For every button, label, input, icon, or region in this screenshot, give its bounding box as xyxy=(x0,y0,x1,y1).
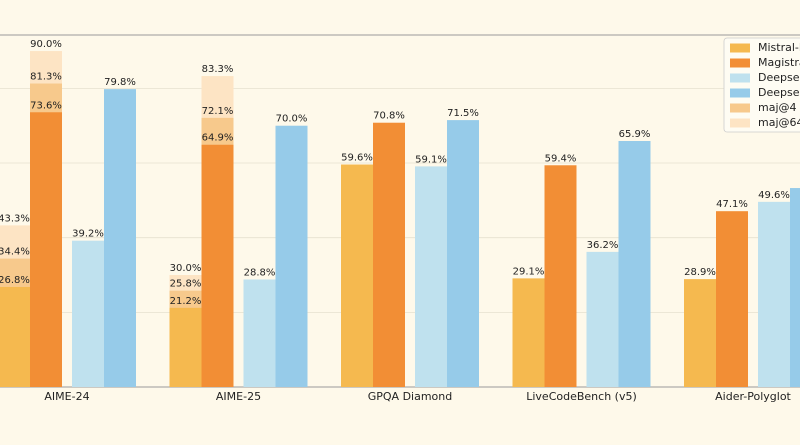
bar xyxy=(684,279,716,387)
bar xyxy=(201,144,234,387)
value-label: 39.2% xyxy=(72,229,104,240)
maj-label: 90.0% xyxy=(30,39,62,50)
value-label: 64.9% xyxy=(202,133,234,144)
legend-swatch xyxy=(730,103,750,113)
legend-label: Deepsee xyxy=(758,86,800,99)
value-label: 70.8% xyxy=(373,111,405,122)
bar xyxy=(243,279,276,387)
legend: Mistral-M Magistra Deepsee Deepsee maj@4 maj@… xyxy=(723,37,800,133)
value-label: 59.1% xyxy=(415,154,447,165)
legend-swatch xyxy=(730,88,750,98)
bar xyxy=(790,188,800,387)
bar xyxy=(72,240,104,387)
maj-label: 34.4% xyxy=(0,247,30,258)
maj-label: 30.0% xyxy=(170,263,202,274)
maj-label: 83.3% xyxy=(202,64,234,75)
value-label: 28.8% xyxy=(244,267,276,278)
legend-swatch xyxy=(730,118,750,128)
legend-label: Mistral-M xyxy=(758,41,800,54)
bar xyxy=(0,286,30,387)
bar xyxy=(586,251,619,387)
value-label: 26.8% xyxy=(0,275,30,286)
legend-label: maj@64 xyxy=(758,116,800,129)
value-label: 59.6% xyxy=(341,153,373,164)
value-label: 21.2% xyxy=(170,296,202,307)
bar xyxy=(104,89,136,388)
bar xyxy=(512,278,545,387)
value-label: 79.8% xyxy=(104,77,136,88)
legend-swatch xyxy=(730,58,750,68)
value-label: 49.6% xyxy=(758,190,790,201)
bar xyxy=(618,141,651,387)
legend-label: Deepsee xyxy=(758,71,800,84)
maj-label: 43.3% xyxy=(0,213,30,224)
value-label: 47.1% xyxy=(716,199,748,210)
x-tick-label: GPQA Diamond xyxy=(368,390,453,403)
value-label: 36.2% xyxy=(587,240,619,251)
legend-label: Magistra xyxy=(758,56,800,69)
x-tick-label: Aider-Polyglot xyxy=(715,390,791,403)
value-label: 70.0% xyxy=(276,114,308,125)
value-label: 65.9% xyxy=(619,129,651,140)
maj-label: 25.8% xyxy=(170,279,202,290)
bar xyxy=(275,125,308,388)
bar xyxy=(30,112,62,387)
x-tick-label: AIME-24 xyxy=(44,390,89,403)
bar xyxy=(544,165,577,387)
legend-label: maj@4 xyxy=(758,101,797,114)
bar xyxy=(758,201,790,387)
bar xyxy=(447,120,479,387)
bar xyxy=(716,211,748,387)
bar xyxy=(169,307,202,387)
maj-label: 72.1% xyxy=(202,106,234,117)
value-label: 71.5% xyxy=(447,108,479,119)
legend-swatch xyxy=(730,73,750,83)
value-label: 28.9% xyxy=(684,267,716,278)
value-label: 29.1% xyxy=(513,266,545,277)
bar xyxy=(341,164,373,387)
x-tick-label: AIME-25 xyxy=(216,390,261,403)
bar xyxy=(373,122,405,388)
legend-swatch xyxy=(730,43,750,53)
x-tick-label: LiveCodeBench (v5) xyxy=(526,390,637,403)
value-label: 73.6% xyxy=(30,100,62,111)
bar xyxy=(415,166,447,387)
value-label: 59.4% xyxy=(545,153,577,164)
maj-label: 81.3% xyxy=(30,72,62,83)
